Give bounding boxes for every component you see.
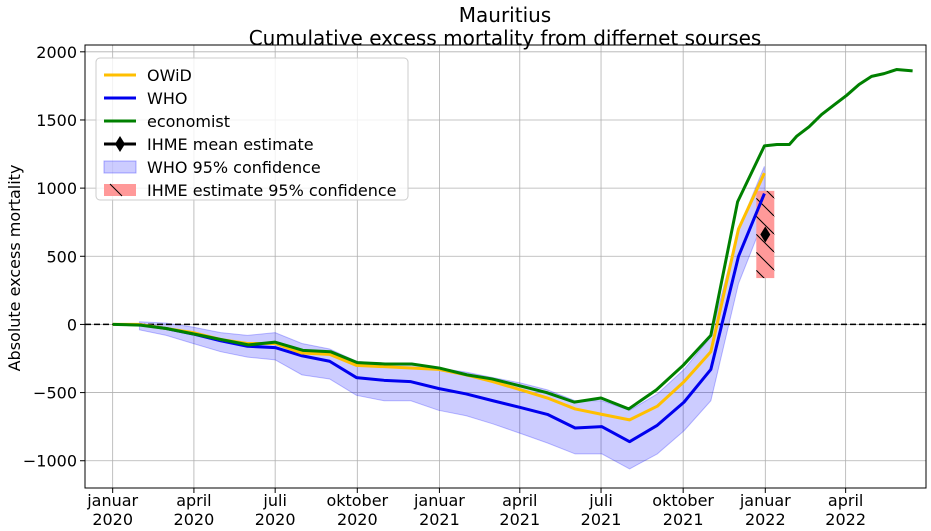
legend-ihme-ci-hatch (109, 183, 123, 197)
plot-frame (84, 44, 927, 489)
ihme-markers (760, 226, 771, 243)
legend-ihme-mean-diamond (115, 136, 125, 152)
series-line-economist (112, 68, 913, 411)
x-tick-label-month: januar (413, 491, 465, 510)
who-confidence-band (138, 166, 765, 470)
legend-ihme-ci-label: IHME estimate 95% confidence (147, 181, 396, 200)
legend-ihme-mean-label: IHME mean estimate (147, 135, 314, 154)
x-tick-label-month: oktober (326, 491, 388, 510)
x-tick-label-year: 2020 (92, 510, 133, 529)
x-tick-label-year: 2021 (663, 510, 704, 529)
legend-ihme-ci-swatch (104, 184, 136, 196)
x-tick-label-year: 2020 (174, 510, 215, 529)
y-tick-label: 1500 (36, 111, 77, 130)
y-tick-label: 500 (46, 247, 77, 266)
x-tick-label-year: 2021 (419, 510, 460, 529)
x-tick-label-month: april (502, 491, 537, 510)
legend-who-ci-swatch (103, 160, 137, 174)
y-tick-label: 0 (67, 315, 77, 334)
y-tick-label: 2000 (36, 43, 77, 62)
legend-who-label: WHO (147, 89, 187, 108)
x-axis: januar2020april2020juli2020oktober2020ja… (86, 488, 866, 529)
y-tick-label: −500 (33, 384, 77, 403)
legend-who-ci-label: WHO 95% confidence (147, 158, 321, 177)
legend-owid-label: OWiD (147, 66, 192, 85)
x-tick-label-year: 2021 (499, 510, 540, 529)
legend-box (95, 57, 409, 201)
x-tick-label-month: oktober (652, 491, 714, 510)
x-tick-label-year: 2020 (337, 510, 378, 529)
chart-title: Mauritius (459, 3, 551, 27)
x-tick-label-year: 2021 (581, 510, 622, 529)
x-tick-label-month: januar (739, 491, 791, 510)
chart-subtitle: Cumulative excess mortality from differn… (249, 26, 762, 50)
x-tick-label-month: januar (86, 491, 138, 510)
x-tick-label-year: 2020 (255, 510, 296, 529)
legend: OWiD WHO economist IHME mean estimate WHO 95… (95, 57, 409, 201)
ihme-mean-marker (760, 226, 771, 243)
y-tick-label: −1000 (23, 452, 77, 471)
x-tick-label-year: 2022 (825, 510, 866, 529)
x-tick-label-month: april (828, 491, 863, 510)
x-tick-label-month: juli (588, 491, 612, 510)
x-tick-label-month: april (176, 491, 211, 510)
x-tick-label-month: juli (262, 491, 286, 510)
confidence-bands (138, 166, 775, 470)
y-tick-label: 1000 (36, 179, 77, 198)
series-lines (85, 68, 926, 444)
y-axis: 2000 1500 1000 500 0 −500 −1000 (23, 43, 85, 471)
legend-economist-label: economist (147, 112, 230, 131)
x-tick-label-year: 2022 (745, 510, 786, 529)
y-axis-label: Absolute excess mortality (5, 165, 24, 372)
